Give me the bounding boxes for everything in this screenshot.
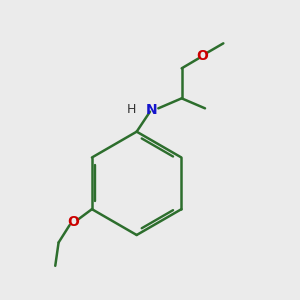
Text: N: N [146,103,158,117]
Text: O: O [197,49,208,63]
Text: O: O [68,215,80,230]
Text: H: H [127,103,136,116]
